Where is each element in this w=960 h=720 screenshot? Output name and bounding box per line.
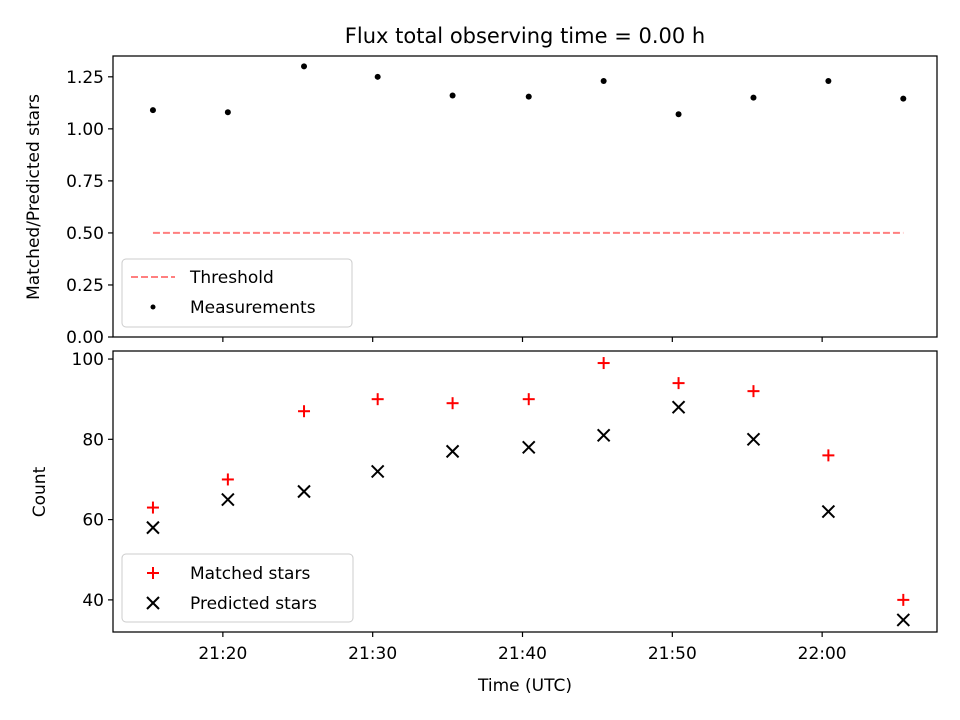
bottom-y-axis-label: Count xyxy=(30,466,50,517)
predicted-star-point xyxy=(445,444,460,459)
matched-star-point xyxy=(822,449,835,462)
x-tick-label: 21:50 xyxy=(648,644,697,664)
top-y-tick-label: 0.00 xyxy=(66,328,104,348)
top-panel: 0.00 0.25 0.50 0.75 1.00 1.25 Matched/Predict… xyxy=(24,55,938,348)
matched-star-point xyxy=(446,397,459,410)
top-y-tick-label: 0.50 xyxy=(66,224,104,244)
predicted-star-points xyxy=(146,400,910,627)
measurement-point xyxy=(750,94,757,101)
bottom-y-tick-label: 40 xyxy=(82,591,104,611)
x-tick-label: 21:30 xyxy=(348,644,397,664)
measurement-point xyxy=(525,93,532,100)
legend-measurements-swatch xyxy=(150,304,156,310)
bottom-panel: 40 60 80 100 21:20 21:30 21:40 21:50 22:00 Coun… xyxy=(30,350,938,696)
bottom-x-ticks: 21:20 21:30 21:40 21:50 22:00 xyxy=(198,632,847,664)
matched-star-point xyxy=(747,385,760,398)
predicted-star-point xyxy=(297,484,311,499)
measurement-point xyxy=(301,63,308,70)
predicted-star-point xyxy=(596,428,611,443)
chart-title: Flux total observing time = 0.00 h xyxy=(345,24,705,48)
matched-star-points xyxy=(146,357,910,606)
bottom-plot-frame xyxy=(112,350,938,633)
measurement-points xyxy=(149,63,907,118)
legend-matched-label: Matched stars xyxy=(190,564,310,584)
predicted-star-point xyxy=(896,613,910,627)
measurement-point xyxy=(675,111,682,118)
matched-star-point xyxy=(897,593,910,606)
bottom-y-tick-label: 60 xyxy=(82,511,104,531)
predicted-star-point xyxy=(821,504,836,519)
measurement-point xyxy=(224,109,231,116)
matched-star-point xyxy=(522,393,535,406)
bottom-y-ticks: 40 60 80 100 xyxy=(72,350,113,611)
predicted-star-point xyxy=(370,464,385,479)
matched-star-point xyxy=(146,501,159,514)
legend-threshold-label: Threshold xyxy=(189,268,274,288)
predicted-star-point xyxy=(746,432,761,447)
measurement-point xyxy=(825,77,832,84)
x-tick-label: 21:40 xyxy=(498,644,547,664)
matched-star-point xyxy=(298,405,311,418)
predicted-star-point xyxy=(221,492,235,507)
matched-star-point xyxy=(672,377,685,390)
legend-measurements-label: Measurements xyxy=(190,298,316,318)
measurement-point xyxy=(374,73,381,80)
predicted-star-point xyxy=(522,440,536,455)
top-y-ticks: 0.00 0.25 0.50 0.75 1.00 1.25 xyxy=(66,68,113,348)
predicted-star-point xyxy=(146,520,160,535)
bottom-y-tick-label: 80 xyxy=(82,430,104,450)
bottom-legend: Matched stars Predicted stars xyxy=(121,553,354,623)
top-y-tick-label: 1.00 xyxy=(66,120,104,140)
matched-star-point xyxy=(221,473,234,486)
measurement-point xyxy=(900,95,907,102)
measurement-point xyxy=(149,107,156,114)
matched-star-point xyxy=(371,393,384,406)
matched-star-point xyxy=(597,357,610,370)
measurement-point xyxy=(449,92,456,99)
top-plot-frame xyxy=(112,55,938,338)
legend-predicted-swatch xyxy=(146,596,160,610)
x-tick-label: 21:20 xyxy=(198,644,247,664)
bottom-legend-box xyxy=(121,553,354,623)
top-y-tick-label: 1.25 xyxy=(66,68,104,88)
top-y-tick-label: 0.75 xyxy=(66,172,104,192)
predicted-star-point xyxy=(671,400,686,414)
top-y-tick-label: 0.25 xyxy=(66,276,104,296)
measurement-point xyxy=(600,77,607,84)
top-x-ticks xyxy=(222,337,823,342)
top-y-axis-label: Matched/Predicted stars xyxy=(24,94,44,300)
top-legend-box xyxy=(121,258,353,328)
x-axis-label: Time (UTC) xyxy=(477,676,572,696)
bottom-y-tick-label: 100 xyxy=(72,350,104,370)
x-tick-label: 22:00 xyxy=(798,644,847,664)
top-legend: Threshold Measurements xyxy=(121,258,353,328)
legend-predicted-label: Predicted stars xyxy=(190,594,317,614)
legend-matched-swatch xyxy=(147,567,159,579)
